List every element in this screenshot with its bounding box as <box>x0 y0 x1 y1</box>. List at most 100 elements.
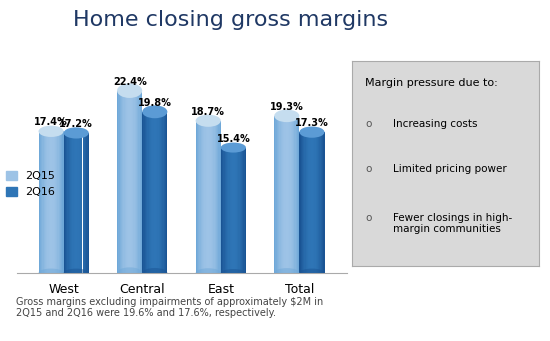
Ellipse shape <box>39 125 64 137</box>
Bar <box>146 112 147 273</box>
Bar <box>57 131 59 273</box>
Bar <box>128 91 130 273</box>
Ellipse shape <box>221 269 246 277</box>
Text: 17.2%: 17.2% <box>59 119 93 129</box>
Bar <box>47 131 48 273</box>
Bar <box>147 112 148 273</box>
Bar <box>39 131 40 273</box>
Bar <box>227 148 228 273</box>
Bar <box>290 116 292 273</box>
Bar <box>78 133 79 273</box>
Ellipse shape <box>142 105 167 118</box>
Legend: 2Q15, 2Q16: 2Q15, 2Q16 <box>6 171 56 197</box>
Bar <box>56 131 57 273</box>
Bar <box>223 148 224 273</box>
Bar <box>210 121 211 273</box>
Bar <box>301 132 302 273</box>
Bar <box>219 121 221 273</box>
Ellipse shape <box>274 109 299 122</box>
Bar <box>125 91 126 273</box>
Bar <box>279 116 280 273</box>
Text: Margin pressure due to:: Margin pressure due to: <box>365 78 498 88</box>
Bar <box>64 133 65 273</box>
Bar <box>202 121 203 273</box>
Bar <box>62 131 64 273</box>
Bar <box>117 91 118 273</box>
Bar <box>136 91 137 273</box>
Bar <box>205 121 206 273</box>
Bar <box>132 91 134 273</box>
Bar <box>119 91 121 273</box>
Bar <box>160 112 161 273</box>
Bar <box>217 121 218 273</box>
Ellipse shape <box>64 127 89 138</box>
Bar <box>158 112 160 273</box>
Bar <box>157 112 158 273</box>
Bar <box>323 132 324 273</box>
Bar <box>203 121 205 273</box>
Bar <box>153 112 155 273</box>
Bar <box>161 112 162 273</box>
Bar <box>236 148 237 273</box>
Bar <box>308 132 310 273</box>
Bar <box>307 132 308 273</box>
Ellipse shape <box>39 269 64 277</box>
Bar <box>65 133 66 273</box>
Bar <box>288 116 289 273</box>
Bar <box>313 132 315 273</box>
Bar <box>84 133 85 273</box>
Bar <box>140 91 141 273</box>
Bar <box>52 131 53 273</box>
Bar <box>242 148 244 273</box>
Bar <box>198 121 200 273</box>
Bar <box>233 148 235 273</box>
Text: 17.3%: 17.3% <box>295 118 329 128</box>
Bar <box>165 112 166 273</box>
Bar <box>222 148 223 273</box>
Bar <box>276 116 277 273</box>
Bar <box>73 133 74 273</box>
Bar <box>284 116 285 273</box>
Bar <box>121 91 122 273</box>
Bar <box>141 91 142 273</box>
Ellipse shape <box>274 268 299 278</box>
Ellipse shape <box>196 115 221 127</box>
Bar <box>145 112 146 273</box>
Bar <box>86 133 87 273</box>
Bar <box>131 91 132 273</box>
Bar <box>280 116 282 273</box>
Bar <box>122 91 123 273</box>
Bar <box>229 148 231 273</box>
Bar <box>237 148 238 273</box>
Bar <box>240 148 241 273</box>
Bar <box>69 133 70 273</box>
Bar <box>137 91 139 273</box>
Bar <box>216 121 217 273</box>
Text: 22.4%: 22.4% <box>113 77 146 87</box>
Text: 19.3%: 19.3% <box>270 102 304 112</box>
Bar <box>224 148 226 273</box>
Bar <box>48 131 50 273</box>
Bar <box>287 116 288 273</box>
Bar <box>53 131 55 273</box>
Bar <box>318 132 320 273</box>
Bar <box>211 121 212 273</box>
Bar <box>294 116 295 273</box>
Ellipse shape <box>142 268 167 278</box>
Bar <box>75 133 76 273</box>
Bar <box>241 148 242 273</box>
Bar <box>45 131 46 273</box>
Bar <box>70 133 71 273</box>
Bar <box>274 116 276 273</box>
Bar <box>81 133 82 273</box>
Bar <box>163 112 165 273</box>
Bar <box>87 133 89 273</box>
Bar <box>231 148 232 273</box>
Bar <box>68 133 69 273</box>
Bar <box>226 148 227 273</box>
Text: 19.8%: 19.8% <box>138 98 172 108</box>
Bar <box>212 121 213 273</box>
Bar <box>166 112 167 273</box>
Bar <box>312 132 313 273</box>
Bar <box>139 91 140 273</box>
